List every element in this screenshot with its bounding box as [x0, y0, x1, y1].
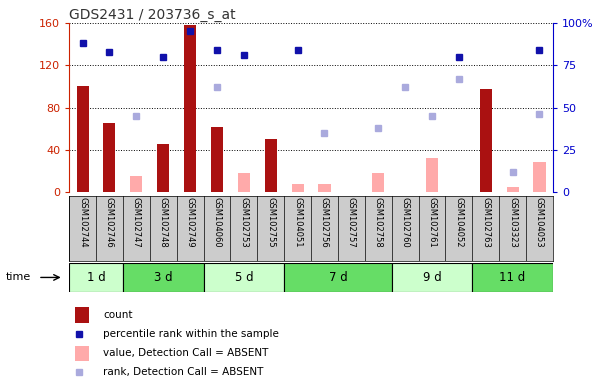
Text: 9 d: 9 d [423, 271, 441, 284]
Text: GDS2431 / 203736_s_at: GDS2431 / 203736_s_at [69, 8, 236, 22]
Text: GSM102756: GSM102756 [320, 197, 329, 248]
Text: GSM104053: GSM104053 [535, 197, 544, 248]
Bar [204, 263, 284, 292]
Text: GSM102747: GSM102747 [132, 197, 141, 248]
Text: value, Detection Call = ABSENT: value, Detection Call = ABSENT [103, 348, 269, 358]
Bar [480, 89, 492, 192]
Text: GSM102761: GSM102761 [427, 197, 436, 248]
Bar [123, 263, 204, 292]
Text: GSM102757: GSM102757 [347, 197, 356, 248]
Bar [75, 346, 90, 361]
Bar [211, 127, 223, 192]
Text: GSM104052: GSM104052 [454, 197, 463, 248]
Text: time: time [5, 272, 31, 283]
Text: GSM102746: GSM102746 [105, 197, 114, 248]
Bar [130, 176, 142, 192]
Text: GSM102760: GSM102760 [401, 197, 410, 248]
Bar [76, 86, 88, 192]
Text: 7 d: 7 d [329, 271, 347, 284]
Text: GSM104060: GSM104060 [212, 197, 221, 248]
Bar [75, 307, 90, 323]
Text: percentile rank within the sample: percentile rank within the sample [103, 329, 279, 339]
Bar [392, 263, 472, 292]
Bar [534, 162, 546, 192]
Bar [507, 187, 519, 192]
Text: 1 d: 1 d [87, 271, 105, 284]
Bar [472, 263, 553, 292]
Bar [103, 123, 115, 192]
Bar [157, 144, 169, 192]
Bar [238, 173, 250, 192]
Bar [426, 158, 438, 192]
Text: rank, Detection Call = ABSENT: rank, Detection Call = ABSENT [103, 367, 263, 377]
Text: GSM102755: GSM102755 [266, 197, 275, 248]
Bar [69, 263, 123, 292]
Text: GSM102744: GSM102744 [78, 197, 87, 248]
Text: GSM104051: GSM104051 [293, 197, 302, 248]
Bar [264, 139, 276, 192]
Bar [291, 184, 304, 192]
Text: count: count [103, 310, 132, 320]
Text: 11 d: 11 d [499, 271, 526, 284]
Text: GSM102749: GSM102749 [186, 197, 195, 248]
Text: GSM102748: GSM102748 [159, 197, 168, 248]
Bar [372, 173, 384, 192]
Bar [319, 184, 331, 192]
Text: GSM103323: GSM103323 [508, 197, 517, 248]
Bar [284, 263, 392, 292]
Text: GSM102753: GSM102753 [239, 197, 248, 248]
Bar [184, 25, 196, 192]
Text: 3 d: 3 d [154, 271, 172, 284]
Text: 5 d: 5 d [234, 271, 253, 284]
Text: GSM102763: GSM102763 [481, 197, 490, 248]
Text: GSM102758: GSM102758 [374, 197, 383, 248]
